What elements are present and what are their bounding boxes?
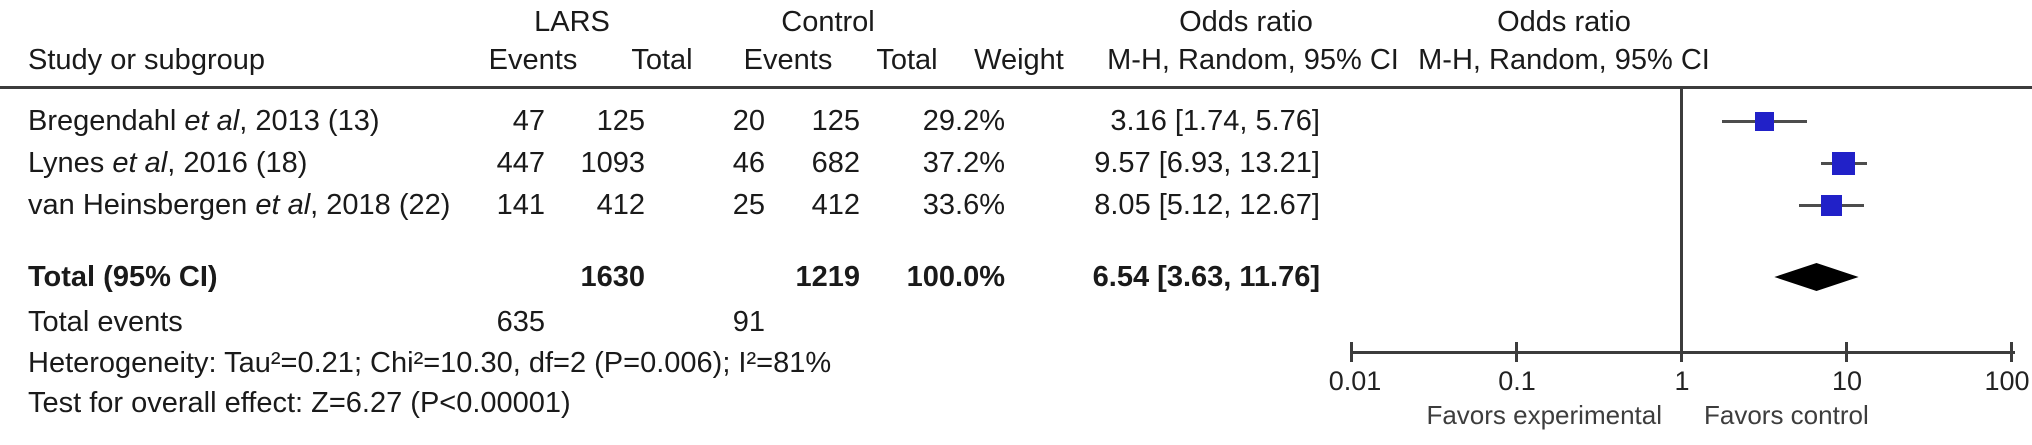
overall-effect-text: Test for overall effect: Z=6.27 (P<0.000… bbox=[28, 387, 571, 419]
total-lars-total-cell: 1630 bbox=[580, 261, 645, 293]
weight-cell: 29.2% bbox=[922, 105, 1005, 137]
study-name-etal: et al bbox=[112, 147, 168, 179]
weight-cell: 33.6% bbox=[922, 189, 1005, 221]
axis-tick-label: 0.1 bbox=[1498, 366, 1536, 396]
control-events-cell: 25 bbox=[732, 189, 765, 221]
favors-control-label: Favors control bbox=[1704, 400, 1869, 430]
study-name: Bregendahl et al, 2013 (13) bbox=[28, 103, 468, 139]
control-total-cell: 125 bbox=[811, 105, 860, 137]
axis-tick bbox=[1350, 342, 1353, 362]
study-name-text: van Heinsbergen bbox=[28, 189, 256, 221]
study-name: Lynes et al, 2016 (18) bbox=[28, 145, 468, 181]
total-events-lars-cell: 635 bbox=[496, 306, 545, 338]
heterogeneity-text: Heterogeneity: Tau²=0.21; Chi²=10.30, df… bbox=[28, 347, 832, 379]
header-separator-line bbox=[0, 86, 2032, 89]
study-name-year: , 2013 (13) bbox=[239, 105, 380, 137]
study-name-year: , 2016 (18) bbox=[167, 147, 308, 179]
total-events-label: Total events bbox=[28, 306, 183, 338]
study-name: van Heinsbergen et al, 2018 (22) bbox=[28, 187, 468, 223]
study-name-etal: et al bbox=[255, 189, 311, 221]
total-weight-cell: 100.0% bbox=[906, 261, 1005, 293]
reference-line-or-1 bbox=[1680, 89, 1683, 352]
total-label: Total (95% CI) bbox=[28, 261, 218, 293]
lars-events-cell: 141 bbox=[496, 189, 545, 221]
control-total-cell: 682 bbox=[811, 147, 860, 179]
axis-tick bbox=[2010, 342, 2013, 362]
header-weight-col: Weight bbox=[974, 44, 1064, 76]
lars-total-cell: 1093 bbox=[580, 147, 645, 179]
header-control-total: Total bbox=[876, 44, 938, 76]
or-ci-cell: 8.05 [5.12, 12.67] bbox=[1094, 189, 1320, 221]
study-name-year: , 2018 (22) bbox=[310, 189, 451, 221]
header-or-title: Odds ratio bbox=[1179, 6, 1313, 38]
pooled-diamond bbox=[1774, 263, 1859, 291]
study-name-text: Bregendahl bbox=[28, 105, 185, 137]
lars-total-cell: 125 bbox=[596, 105, 645, 137]
total-control-total-cell: 1219 bbox=[795, 261, 860, 293]
header-plot-or-title: Odds ratio bbox=[1497, 6, 1631, 38]
axis-tick bbox=[1845, 342, 1848, 362]
header-lars-group: LARS bbox=[534, 6, 610, 38]
header-study-col: Study or subgroup bbox=[28, 44, 265, 76]
lars-total-cell: 412 bbox=[596, 189, 645, 221]
or-ci-cell: 3.16 [1.74, 5.76] bbox=[1110, 105, 1320, 137]
header-or-subtitle: M-H, Random, 95% CI bbox=[1107, 44, 1399, 76]
control-events-cell: 46 bbox=[732, 147, 765, 179]
axis-tick bbox=[1680, 342, 1683, 362]
favors-experimental-label: Favors experimental bbox=[1426, 400, 1662, 430]
header-control-group: Control bbox=[781, 6, 875, 38]
axis-tick-label: 10 bbox=[1831, 366, 1863, 396]
header-plot-or-subtitle: M-H, Random, 95% CI bbox=[1418, 44, 1710, 76]
axis-tick-label: 1 bbox=[1674, 366, 1690, 396]
control-total-cell: 412 bbox=[811, 189, 860, 221]
study-name-text: Lynes bbox=[28, 147, 113, 179]
header-lars-total: Total bbox=[631, 44, 693, 76]
total-or-ci-cell: 6.54 [3.63, 11.76] bbox=[1092, 261, 1320, 293]
x-axis-line bbox=[1352, 351, 2015, 354]
header-control-events: Events bbox=[743, 44, 833, 76]
lars-events-cell: 47 bbox=[512, 105, 545, 137]
weight-cell: 37.2% bbox=[922, 147, 1005, 179]
effect-square bbox=[1832, 151, 1856, 175]
effect-square bbox=[1820, 194, 1842, 216]
control-events-cell: 20 bbox=[732, 105, 765, 137]
study-name-etal: et al bbox=[184, 105, 240, 137]
total-events-control-cell: 91 bbox=[732, 306, 765, 338]
axis-tick bbox=[1515, 342, 1518, 362]
axis-tick-label: 100 bbox=[1984, 366, 2030, 396]
or-ci-cell: 9.57 [6.93, 13.21] bbox=[1094, 147, 1320, 179]
lars-events-cell: 447 bbox=[496, 147, 545, 179]
effect-square bbox=[1754, 111, 1774, 131]
header-lars-events: Events bbox=[488, 44, 578, 76]
axis-tick-label: 0.01 bbox=[1328, 366, 1382, 396]
